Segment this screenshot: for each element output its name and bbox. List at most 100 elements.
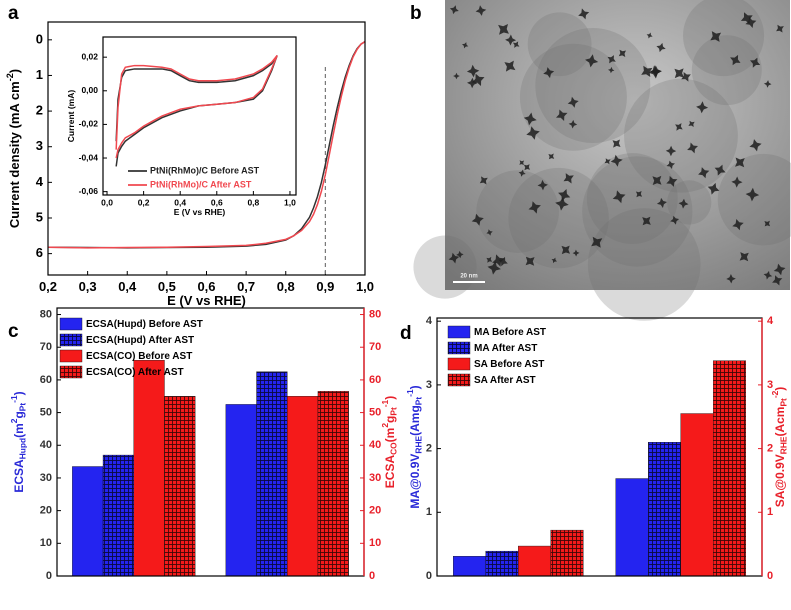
particle — [730, 54, 741, 66]
particle — [548, 153, 555, 160]
particle — [656, 197, 667, 208]
axis-label-part: ) — [773, 387, 787, 391]
particle — [466, 64, 480, 78]
y-tick-label: 20 — [40, 505, 52, 517]
particle — [732, 219, 744, 231]
particle — [618, 49, 626, 57]
particle — [486, 256, 493, 263]
particle — [681, 72, 691, 82]
particle — [512, 41, 520, 48]
particle — [563, 173, 574, 184]
particle — [749, 139, 762, 152]
y-tick-label: 5 — [36, 209, 43, 224]
x-tick-label: 0,0 — [101, 197, 113, 207]
axis-label-part: Pt — [389, 407, 399, 416]
particle — [568, 119, 578, 129]
axis-label-part: MA@0.9V — [408, 454, 422, 509]
particle — [652, 175, 662, 185]
legend-label: MA After AST — [474, 343, 537, 354]
particle — [674, 68, 684, 79]
particle — [523, 112, 537, 126]
axis-label: E (V vs RHE) — [174, 207, 226, 217]
panel-label: a — [8, 3, 19, 24]
axis-label-part: ) — [12, 391, 26, 395]
axis-label-part: -1 — [405, 389, 415, 397]
y2-tick-label: 2 — [767, 442, 773, 454]
axis-label-part: CO — [389, 442, 399, 455]
x-tick-label: 1,0 — [284, 197, 296, 207]
legend-label: ECSA(CO) Before AST — [86, 351, 192, 362]
axis-label-part: Current density (mA cm — [7, 81, 22, 228]
particle — [745, 187, 760, 202]
support-texture — [476, 170, 559, 253]
legend-label: PtNi(RhMo)/C Before AST — [150, 165, 260, 175]
axis-label-part: E (V vs RHE) — [167, 293, 246, 308]
y2-tick-label: 4 — [767, 315, 774, 327]
particle — [687, 142, 698, 154]
y-tick-label: 3 — [426, 379, 432, 391]
axis-label-part: (Amg — [408, 405, 422, 436]
bar — [615, 478, 649, 577]
support-texture — [508, 167, 609, 269]
particle — [666, 175, 678, 187]
x-tick-label: 0,9 — [316, 279, 334, 294]
particle — [678, 198, 689, 209]
particle — [763, 80, 772, 88]
particle — [561, 245, 570, 255]
plot-frame — [47, 21, 366, 276]
particle — [498, 256, 508, 267]
particle — [608, 66, 615, 74]
axis-label: E (V vs RHE) — [167, 293, 246, 308]
particle — [710, 31, 722, 42]
axis-label-part: g — [383, 416, 397, 423]
particle — [526, 126, 540, 140]
particle — [462, 42, 469, 49]
particle — [707, 182, 720, 195]
bar — [72, 466, 104, 577]
scale-bar-label: 20 nm — [460, 274, 477, 280]
particle — [646, 32, 653, 39]
y-tick-label: -0,04 — [79, 152, 99, 162]
particle — [556, 109, 568, 121]
axis-label-part: ECSA — [12, 459, 26, 493]
y-tick-label: 1 — [36, 67, 43, 82]
axis-label: MA@0.9VRHE(AmgPt-1) — [405, 385, 423, 508]
y2-tick-label: 10 — [369, 537, 381, 549]
particle — [558, 189, 571, 202]
axis-label-part: (Acm — [773, 407, 787, 437]
particle — [528, 201, 541, 214]
bar — [102, 454, 134, 577]
axis-label-part: 2 — [380, 423, 390, 428]
bar — [680, 413, 714, 577]
y-tick-label: 2 — [36, 103, 43, 118]
bar — [518, 545, 551, 577]
particle — [518, 169, 526, 177]
axis-label-part: Current (mA) — [66, 90, 76, 143]
series-line — [115, 55, 278, 159]
panel-label: b — [410, 3, 422, 24]
y-tick-label: 3 — [36, 138, 43, 153]
x-tick-label: 0,2 — [39, 279, 57, 294]
particle — [675, 123, 683, 131]
legend-label: ECSA(Hupd) Before AST — [86, 319, 203, 330]
y-tick-label: 80 — [40, 308, 52, 320]
particle — [764, 220, 771, 227]
particle — [537, 179, 548, 191]
bar — [453, 556, 486, 577]
legend-label: ECSA(Hupd) After AST — [86, 335, 194, 346]
particle — [773, 263, 786, 276]
x-tick-label: 0,8 — [277, 279, 295, 294]
particle — [670, 215, 680, 225]
support-texture — [413, 235, 477, 299]
axis-label-part: -2 — [5, 73, 15, 81]
axis-label-part: ) — [408, 385, 422, 389]
axis-label-part: RHE — [414, 435, 424, 453]
y2-tick-label: 0 — [369, 570, 375, 582]
particle — [585, 54, 599, 68]
y-tick-label: 0 — [36, 31, 43, 46]
axis-label-part: E (V vs RHE) — [174, 207, 226, 217]
y-tick-label: 0,00 — [81, 85, 98, 95]
y-tick-label: 4 — [426, 315, 433, 327]
bar — [713, 360, 746, 577]
particle — [763, 270, 773, 280]
